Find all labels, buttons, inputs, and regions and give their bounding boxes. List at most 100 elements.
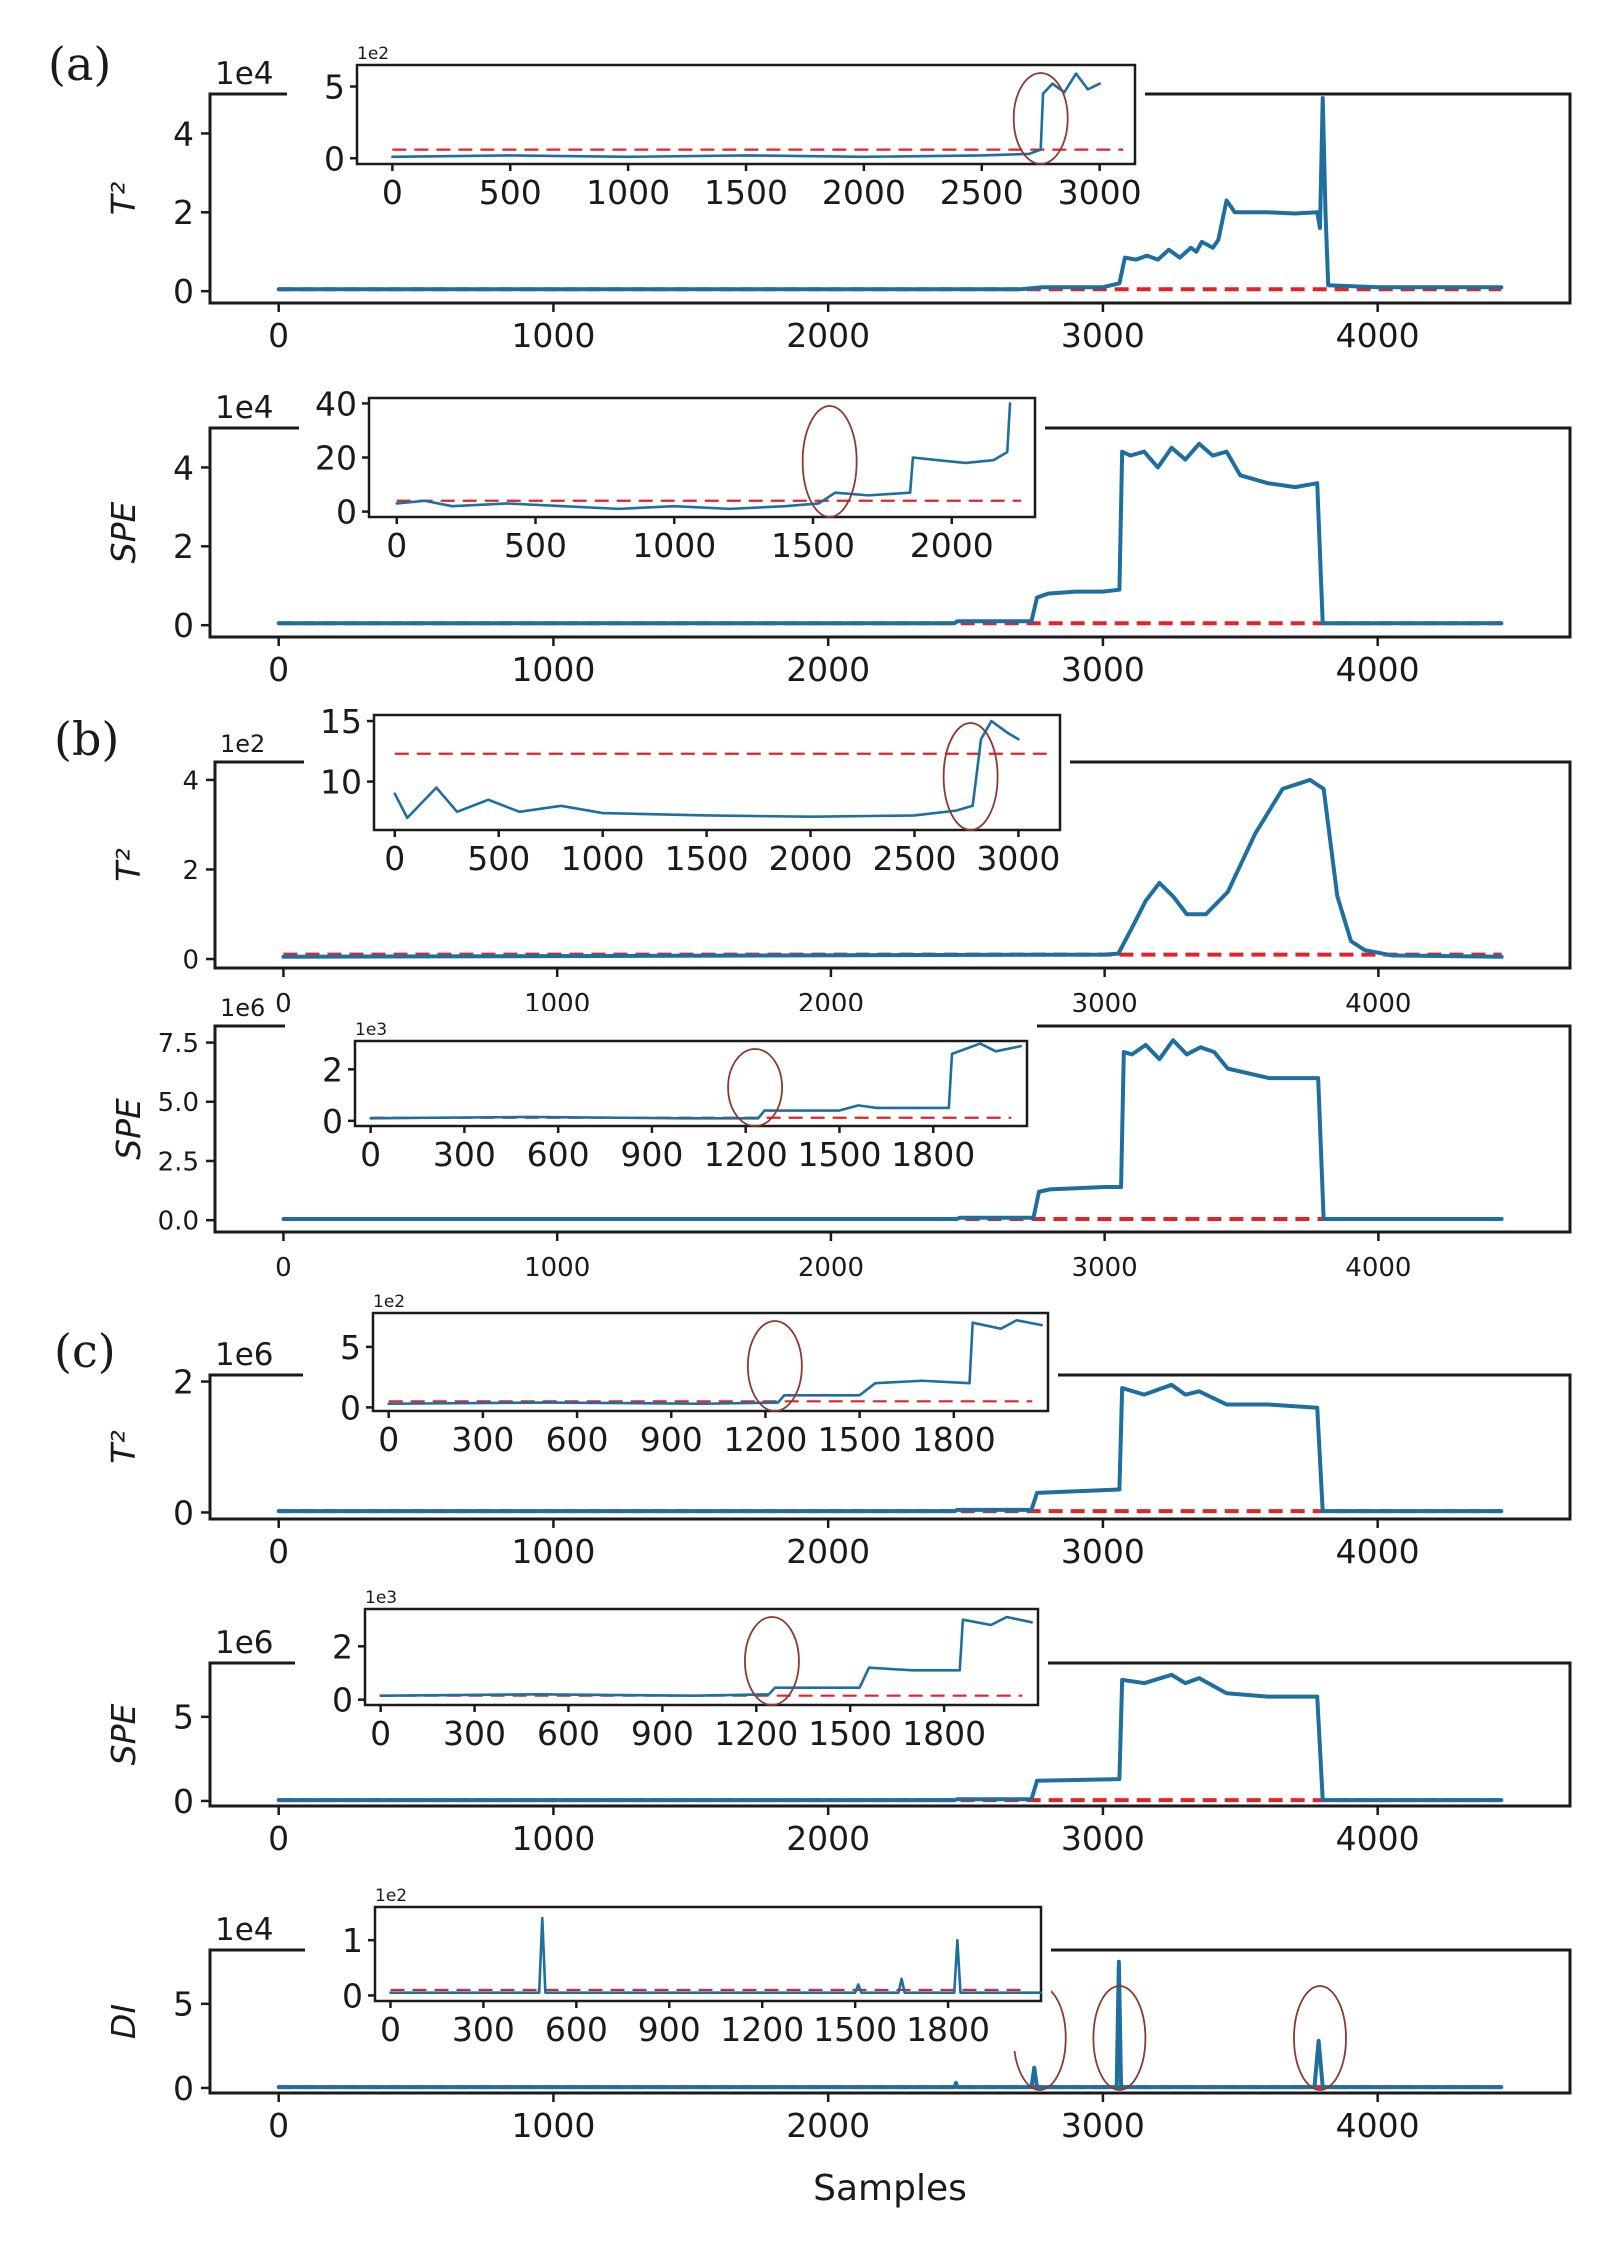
y-tick-label: 5 [173,1985,194,2024]
subplot-1: 0 1000 2000 3000 4000 0 2 4 1e4 T² 0 500 1000 1500 200… [104,35,1572,355]
inset-series-line [387,1318,1044,1406]
inset-frame [371,1311,1050,1413]
inset-x-tick-label: 900 [640,1420,703,1459]
inset-x-tick-label: 0 [384,839,405,878]
inset-series-line [389,1916,1043,1995]
inset-x-tick-label: 900 [638,2010,701,2049]
x-tick-label: 1000 [511,1532,595,1571]
panel-label-b: (b) [54,712,119,766]
y-tick-label: 2 [173,1362,194,1401]
x-tick-label: 1000 [524,1253,590,1283]
y-axis-title: SPE [109,1098,148,1160]
y-tick-label: 4 [173,114,194,153]
inset-scale-label: 1e3 [365,1588,397,1608]
inset-scale-label: 1e2 [357,44,389,64]
inset-fault-ellipse [1012,72,1069,165]
inset-x-tick-label: 2500 [940,173,1024,212]
inset-y-tick-label: 5 [324,68,345,107]
inset-y-tick-label: 0 [340,1388,361,1427]
x-tick-label: 4000 [1336,1532,1420,1571]
inset-x-tick-label: 0 [380,2010,401,2049]
inset-fault-ellipse [727,1048,783,1127]
inset-scale-label: 1e2 [375,1886,407,1906]
x-tick-label: 3000 [1072,989,1138,1019]
y-axis-title: T² [104,1430,143,1463]
subplot-4: 0 1000 2000 3000 4000 0.0 2.5 5.0 7.5 1e6 SPE 0 300 6… [109,994,1572,1283]
inset-x-tick-label: 600 [527,1135,590,1174]
x-tick-label: 3000 [1072,1253,1138,1283]
y-tick-label: 0 [173,1493,194,1532]
inset-x-tick-label: 1000 [586,173,670,212]
x-tick-label: 0 [268,1819,289,1858]
inset-series-line [379,1615,1034,1697]
x-tick-label: 2000 [786,1532,870,1571]
inset-frame [373,1905,1043,2003]
inset-x-tick-label: 1200 [723,1420,807,1459]
inset-y-tick-label: 2 [322,1050,343,1089]
monitor-series-line [276,1959,1504,2090]
monitor-series-line [281,777,1504,959]
inset-frame [353,1039,1029,1128]
monitor-series-line [276,1382,1504,1514]
monitor-series-line [276,95,1504,292]
y-tick-label: 0 [173,606,194,645]
inset-fault-ellipse [744,1616,800,1706]
x-tick-label: 2000 [786,2106,870,2145]
inset-y-tick-label: 0 [336,493,357,532]
inset-y-tick-label: 20 [315,439,357,478]
y-axis-title: DI [104,2004,143,2039]
inset-x-tick-label: 1500 [704,173,788,212]
inset-plot: 0 500 1000 1500 2000 2500 3000 10 15 [304,685,1070,880]
fault-marker-ellipse [1293,1985,1347,2091]
inset-y-tick-label: 0 [324,139,345,178]
y-tick-label: 0 [173,1782,194,1821]
subplot-3: 0 1000 2000 3000 4000 0 2 4 1e2 T² 0 500 1000 1500 200… [109,685,1572,1019]
y-tick-label: 4 [182,766,199,796]
inset-plot: 0 300 600 900 1200 1500 1800 0 2 1e3 [295,1579,1048,1755]
subplot-7: 0 1000 2000 3000 4000 0 5 1e4 DI 0 300 600 900 1200 15… [104,1877,1572,2145]
inset-frame [367,396,1037,519]
y-tick-label: 0.0 [158,1207,199,1237]
inset-x-tick-label: 0 [370,1714,391,1753]
panel-label-c: (c) [54,1324,116,1378]
inset-y-tick-label: 1 [342,1921,363,1960]
inset-x-tick-label: 1500 [818,1420,902,1459]
inset-y-tick-label: 0 [322,1102,343,1141]
x-axis-title: Samples [813,2168,967,2209]
inset-x-tick-label: 0 [382,173,403,212]
y-scale-label: 1e4 [215,390,274,426]
x-tick-label: 4000 [1336,650,1420,689]
inset-plot: 0 300 600 900 1200 1500 1800 0 5 1e2 [303,1283,1058,1461]
inset-y-tick-label: 40 [315,384,357,423]
inset-y-tick-label: 5 [340,1328,361,1367]
inset-plot: 0 500 1000 1500 2000 0 20 40 [299,368,1045,567]
inset-x-tick-label: 300 [452,2010,515,2049]
inset-y-tick-label: 10 [320,763,362,802]
inset-x-tick-label: 300 [443,1714,506,1753]
inset-x-tick-label: 3000 [976,839,1060,878]
inset-x-tick-label: 1800 [906,2010,990,2049]
x-tick-label: 2000 [786,1819,870,1858]
y-tick-label: 0 [182,945,199,975]
inset-x-tick-label: 1200 [714,1714,798,1753]
inset-x-tick-label: 2000 [910,526,994,565]
monitor-series-line [281,1038,1504,1221]
inset-x-tick-label: 2000 [822,173,906,212]
inset-x-tick-label: 500 [504,526,567,565]
y-scale-label: 1e4 [215,56,274,92]
inset-series-line [393,719,1020,820]
x-tick-label: 3000 [1061,316,1145,355]
inset-fault-ellipse [801,405,858,518]
panel-label-a: (a) [48,37,111,91]
inset-x-tick-label: 1200 [704,1135,788,1174]
inset-series-line [369,1042,1023,1120]
y-axis-title: SPE [104,1704,143,1766]
inset-scale-label: 1e3 [355,1020,387,1040]
x-tick-label: 3000 [1061,1532,1145,1571]
inset-frame [372,713,1062,832]
inset-y-tick-label: 2 [332,1627,353,1666]
inset-series-line [395,402,1012,511]
inset-x-tick-label: 1500 [813,2010,897,2049]
x-tick-label: 2000 [798,1253,864,1283]
inset-x-tick-label: 1500 [771,526,855,565]
